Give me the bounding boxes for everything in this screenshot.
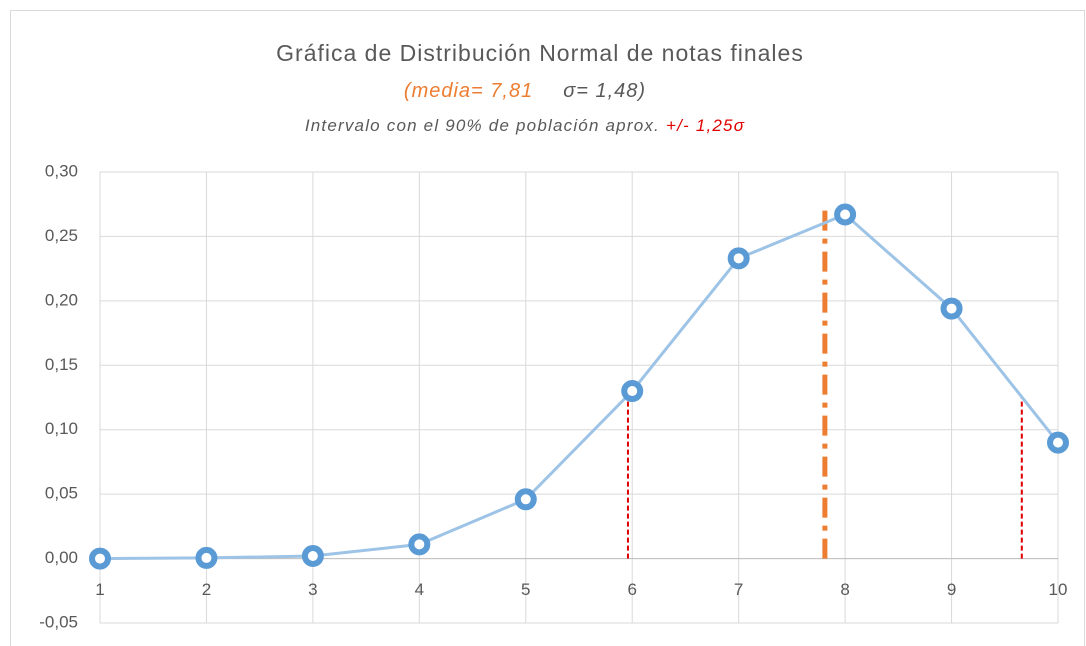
series-line [99, 212, 1060, 561]
y-tick-label: 0,00 [45, 548, 78, 567]
y-tick-label: 0,10 [45, 419, 78, 438]
subtitle-sigma: σ= 1,48) [563, 80, 646, 102]
x-tick-label: 9 [947, 580, 956, 599]
chart-note: Intervalo con el 90% de población aprox.… [305, 116, 745, 135]
data-point [621, 380, 644, 403]
x-tick-label: 2 [202, 580, 211, 599]
y-tick-label: 0,30 [45, 161, 78, 180]
x-tick-label: 6 [627, 580, 636, 599]
chart-title: Gráfica de Distribución Normal de notas … [276, 40, 804, 66]
x-tick-label: 5 [521, 580, 530, 599]
data-point [727, 247, 750, 270]
data-point [195, 546, 218, 569]
y-tick-label: -0,05 [39, 612, 78, 631]
y-tick-label: 0,05 [45, 484, 78, 503]
y-tick-label: 0,25 [45, 226, 78, 245]
x-tick-label: 8 [840, 580, 849, 599]
x-tick-label: 1 [95, 580, 104, 599]
x-tick-label: 10 [1049, 580, 1068, 599]
chart-subtitle: (media= 7,81 σ= 1,48) [404, 80, 646, 102]
y-tick-label: 0,20 [45, 290, 78, 309]
data-point [1047, 431, 1069, 454]
data-point [89, 547, 111, 570]
x-tick-label: 3 [308, 580, 317, 599]
data-point [408, 533, 431, 556]
data-point [834, 203, 857, 226]
chart-border [10, 10, 1085, 646]
note-text: Intervalo con el 90% de población aprox. [305, 116, 660, 135]
data-point [940, 297, 963, 320]
data-point [301, 544, 324, 567]
note-interval: +/- 1,25σ [666, 116, 745, 135]
data-point [514, 488, 537, 511]
x-tick-label: 4 [415, 580, 424, 599]
y-tick-label: 0,15 [45, 355, 78, 374]
x-tick-label: 7 [734, 580, 743, 599]
subtitle-mean: (media= 7,81 [404, 80, 533, 102]
